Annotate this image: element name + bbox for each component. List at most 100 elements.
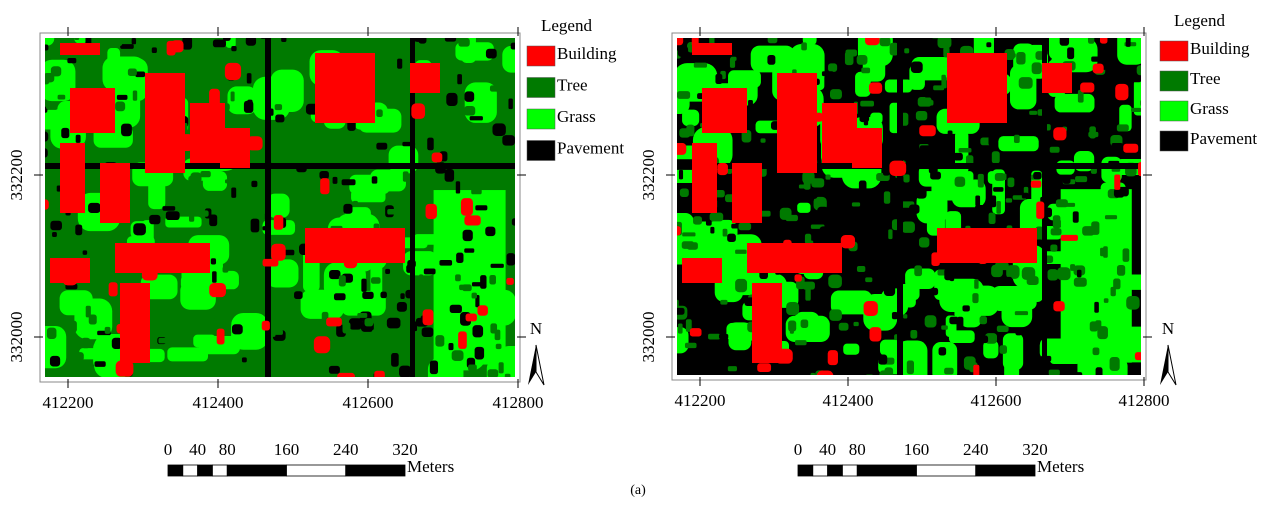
dark-patch bbox=[435, 99, 445, 110]
tree-patch bbox=[1006, 265, 1020, 279]
building-patch bbox=[1053, 127, 1067, 141]
dark-patch bbox=[498, 183, 509, 190]
tree-patch bbox=[996, 325, 1009, 332]
tree-patch bbox=[1136, 65, 1141, 76]
caption: (a) bbox=[630, 483, 646, 498]
tree-patch bbox=[979, 316, 988, 325]
building-patch bbox=[1030, 180, 1042, 188]
building bbox=[60, 43, 100, 55]
map-image bbox=[45, 38, 515, 377]
tree-patch bbox=[485, 226, 496, 237]
building bbox=[777, 73, 817, 173]
dark-patch bbox=[81, 337, 91, 349]
north-arrow bbox=[1160, 345, 1168, 385]
tree-patch bbox=[856, 265, 866, 273]
road bbox=[45, 163, 515, 169]
building-patch bbox=[1134, 352, 1141, 361]
dark-patch bbox=[147, 310, 159, 316]
dark-patch bbox=[313, 207, 321, 215]
tree-patch bbox=[456, 252, 464, 263]
tree-patch bbox=[464, 248, 475, 253]
dark-patch bbox=[947, 130, 953, 137]
building-patch bbox=[246, 136, 263, 151]
tree-patch bbox=[999, 345, 1007, 354]
building-patch bbox=[108, 282, 118, 297]
tree-patch bbox=[511, 218, 515, 226]
legend-label: Building bbox=[557, 44, 617, 63]
building-patch bbox=[115, 360, 134, 377]
dark-patch bbox=[489, 274, 496, 285]
tree-patch bbox=[1050, 244, 1058, 252]
building-patch bbox=[261, 320, 270, 331]
building-patch bbox=[783, 239, 792, 256]
tree-patch bbox=[45, 44, 49, 51]
building-patch bbox=[326, 317, 342, 327]
dark-patch bbox=[1021, 192, 1029, 199]
dark-patch bbox=[444, 83, 455, 91]
scale-label: 40 bbox=[189, 440, 206, 459]
tree-patch bbox=[883, 191, 891, 204]
dark-patch bbox=[748, 100, 753, 111]
dark-patch bbox=[986, 42, 992, 48]
tree-patch bbox=[386, 317, 401, 329]
tree-patch bbox=[802, 281, 815, 290]
tree-patch bbox=[1109, 356, 1120, 371]
dark-patch bbox=[891, 311, 898, 320]
building-patch bbox=[865, 38, 880, 46]
dark-patch bbox=[290, 351, 297, 362]
tree-patch bbox=[231, 187, 237, 198]
tree-patch bbox=[845, 49, 858, 57]
tree-patch bbox=[1113, 278, 1121, 290]
tree-patch bbox=[811, 178, 825, 188]
grass-patch bbox=[300, 289, 345, 319]
tree-patch bbox=[333, 293, 346, 301]
dark-patch bbox=[205, 312, 216, 320]
building-patch bbox=[816, 370, 834, 375]
building-patch bbox=[840, 235, 856, 249]
building-patch bbox=[337, 372, 355, 377]
building bbox=[692, 143, 717, 213]
tree-patch bbox=[1013, 134, 1020, 143]
dark-patch bbox=[495, 343, 502, 350]
dark-patch bbox=[364, 318, 374, 327]
building-patch bbox=[209, 282, 226, 298]
tree-patch bbox=[391, 352, 399, 367]
tree-patch bbox=[735, 249, 747, 254]
scale-segment bbox=[197, 464, 213, 477]
tree-patch bbox=[56, 185, 61, 192]
dark-patch bbox=[677, 361, 685, 372]
building-patch bbox=[45, 199, 49, 210]
building-patch bbox=[1099, 38, 1108, 44]
tree-patch bbox=[804, 233, 812, 244]
tree-patch bbox=[918, 237, 930, 248]
building-patch bbox=[458, 331, 467, 349]
north-label: N bbox=[1162, 319, 1174, 338]
map-frame bbox=[671, 32, 1147, 381]
tree-patch bbox=[1122, 248, 1130, 262]
tree-patch bbox=[52, 232, 57, 238]
y-coordinate-label: 332000 bbox=[7, 312, 26, 363]
tree-patch bbox=[510, 42, 515, 50]
tree-patch bbox=[903, 314, 908, 319]
tree-patch bbox=[182, 38, 193, 50]
building bbox=[60, 143, 85, 213]
dark-patch bbox=[233, 357, 239, 366]
tree-patch bbox=[232, 324, 243, 335]
scale-label: 240 bbox=[963, 440, 989, 459]
tree-patch bbox=[361, 278, 367, 292]
building-patch bbox=[973, 364, 980, 375]
building-patch bbox=[62, 269, 78, 286]
north-arrow bbox=[535, 344, 545, 386]
tree-patch bbox=[996, 201, 1001, 214]
tree-patch bbox=[1052, 215, 1061, 229]
dark-patch bbox=[1067, 47, 1075, 60]
tree-patch bbox=[1007, 177, 1015, 188]
scale-unit: Meters bbox=[1037, 457, 1084, 476]
dark-patch bbox=[50, 66, 62, 77]
tree-patch bbox=[1116, 264, 1126, 276]
tree-patch bbox=[866, 374, 873, 375]
dark-patch bbox=[808, 188, 818, 199]
dark-patch bbox=[1070, 372, 1083, 375]
dark-patch bbox=[51, 202, 59, 209]
legend-label: Grass bbox=[1190, 99, 1229, 118]
